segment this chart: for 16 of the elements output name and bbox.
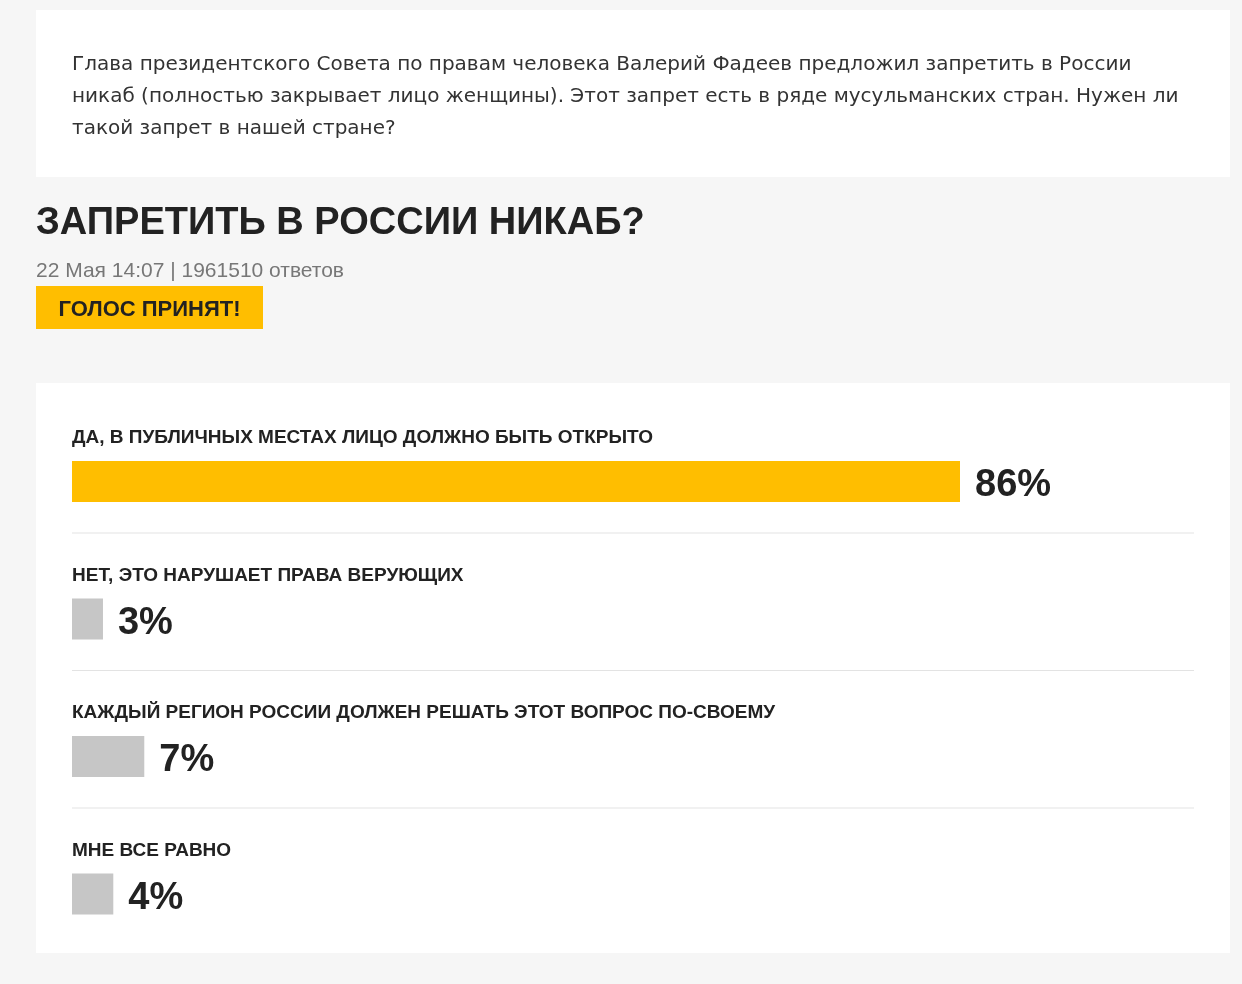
- bar: [72, 461, 960, 502]
- data-label: 7%: [159, 737, 215, 779]
- y-tick-label: КАЖДЫЙ РЕГИОН РОССИИ ДОЛЖЕН РЕШАТЬ ЭТОТ ВОПРОС ПО-СВОЕМУ: [72, 701, 776, 722]
- bar: [72, 873, 114, 915]
- y-tick-label: ДА, В ПУБЛИЧНЫХ МЕСТАХ ЛИЦО ДОЛЖНО БЫТЬ ОТКРЫТО: [72, 426, 653, 447]
- chart-subtitle: 22 Мая 14:07 | 1961510 ответов: [36, 258, 345, 281]
- text: Глава президентского Совета по правам человека Валерий Фадеев предложил запретить в России никаб (полностью закрывает лицо женщины). Этот запрет есть в ряде мусульманских стран. Нужен ли такой запрет в нашей стране?: [72, 51, 1179, 139]
- data-label: 86%: [975, 462, 1052, 504]
- bar: [72, 598, 103, 640]
- y-tick-label: МНЕ ВСЕ РАВНО: [72, 838, 232, 860]
- chart-title: ЗАПРЕТИТЬ В РОССИИ НИКАБ?: [36, 200, 645, 242]
- bar: [72, 736, 145, 777]
- data-label: 3%: [117, 599, 173, 642]
- data-label: 4%: [128, 874, 184, 917]
- y-tick-label: НЕТ, ЭТО НАРУШАЕТ ПРАВА ВЕРУЮЩИХ: [72, 563, 464, 585]
- text: ГОЛОС ПРИНЯТ!: [58, 296, 241, 321]
